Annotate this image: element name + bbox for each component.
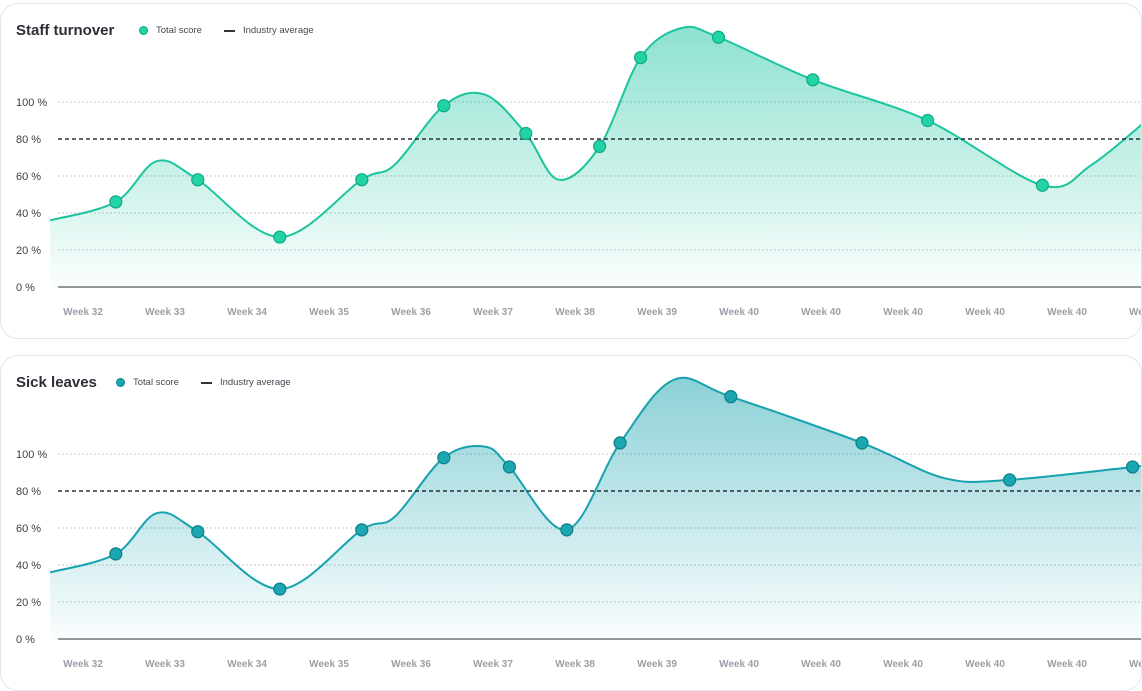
x-tick-label: Week 33 <box>145 659 185 670</box>
x-tick-label: Week 34 <box>227 659 267 670</box>
sick-leaves-card: Sick leaves Total score Industry average… <box>0 355 1142 691</box>
data-point-marker <box>273 582 287 596</box>
staff-turnover-plot: 0 % 20 % 40 % 60 % 80 % 100 % Week 32 Week 33 We… <box>16 25 1142 318</box>
y-tick-label: 60 % <box>16 523 41 535</box>
x-tick-label: Week 36 <box>391 307 431 318</box>
y-tick-label: 40 % <box>16 208 41 220</box>
legend-label: Total score <box>133 377 179 388</box>
series-total-score <box>49 25 1141 287</box>
x-tick-label: Week 37 <box>473 307 513 318</box>
data-point-marker <box>855 436 869 450</box>
x-tick-label: Week 40 <box>1047 659 1087 670</box>
x-tick-label: Week 40 <box>965 659 1005 670</box>
staff-turnover-card: Staff turnover Total score Industry aver… <box>0 3 1142 339</box>
x-tick-label: Week 32 <box>63 307 103 318</box>
y-tick-label: 20 % <box>16 597 41 609</box>
sick-leaves-plot: 0 % 20 % 40 % 60 % 80 % 100 % Week 32 Week 33 We… <box>16 376 1142 670</box>
y-tick-label: 100 % <box>16 97 47 109</box>
data-point-marker <box>920 113 935 128</box>
series-area <box>50 26 1141 287</box>
data-point-marker <box>711 30 726 44</box>
x-tick-label: Week 40 <box>965 307 1005 318</box>
legend-dot-icon <box>116 378 125 387</box>
x-tick-label: Week 40 <box>883 307 923 318</box>
y-tick-label: 20 % <box>16 245 41 257</box>
data-point-marker <box>273 230 287 244</box>
x-tick-label: Week 39 <box>637 659 677 670</box>
series-line <box>49 376 1141 591</box>
y-tick-label: 60 % <box>16 171 41 183</box>
y-tick-label: 0 % <box>16 282 35 294</box>
data-point-marker <box>613 436 627 450</box>
data-point-marker <box>191 525 205 539</box>
data-point-marker <box>109 195 123 209</box>
data-point-marker <box>437 451 451 465</box>
chart-title: Staff turnover <box>16 22 115 39</box>
x-tick-label: Week 35 <box>309 307 349 318</box>
data-point-marker <box>109 547 123 561</box>
legend-total-score: Total score <box>116 377 179 388</box>
x-tick-label: Week 39 <box>637 307 677 318</box>
series-area <box>50 377 1141 639</box>
x-tick-label: Week 35 <box>309 659 349 670</box>
x-tick-label: Week 38 <box>555 659 595 670</box>
y-tick-label: 40 % <box>16 560 41 572</box>
data-point-marker <box>355 173 369 187</box>
data-point-marker <box>633 50 648 65</box>
y-tick-label: 100 % <box>16 449 47 461</box>
data-point-marker <box>1035 178 1050 192</box>
legend-industry-average: Industry average <box>223 25 314 36</box>
data-point-marker <box>519 126 533 141</box>
y-tick-label: 0 % <box>16 634 35 646</box>
data-point-marker <box>724 390 738 404</box>
x-tick-label: Week 32 <box>63 659 103 670</box>
y-tick-label: 80 % <box>16 134 41 146</box>
data-point-marker <box>191 173 205 187</box>
x-tick-label: Week 38 <box>555 307 595 318</box>
data-point-marker <box>1125 460 1140 474</box>
x-tick-label: Week <box>1129 307 1142 318</box>
x-tick-label: Week <box>1129 659 1142 670</box>
legend-label: Industry average <box>219 377 291 388</box>
x-tick-label: Week 37 <box>473 659 513 670</box>
legend: Total score Industry average <box>139 25 336 36</box>
data-point-marker <box>592 139 607 153</box>
legend-dash-icon <box>223 29 235 32</box>
data-point-marker <box>806 73 820 87</box>
data-point-marker <box>502 460 516 474</box>
legend-dot-icon <box>139 26 148 35</box>
x-tick-label: Week 40 <box>719 307 759 318</box>
legend-label: Industry average <box>242 25 314 36</box>
x-tick-label: Week 36 <box>391 659 431 670</box>
x-tick-label: Week 40 <box>801 659 841 670</box>
data-point-marker <box>355 523 369 537</box>
x-tick-label: Week 40 <box>883 659 923 670</box>
x-tick-label: Week 40 <box>801 307 841 318</box>
data-point-marker <box>560 523 574 537</box>
y-tick-label: 80 % <box>16 486 41 498</box>
legend: Total score Industry average <box>116 377 313 388</box>
x-tick-label: Week 40 <box>1047 307 1087 318</box>
x-tick-label: Week 33 <box>145 307 185 318</box>
chart-title: Sick leaves <box>16 374 97 391</box>
data-point-marker <box>437 99 451 113</box>
x-tick-label: Week 40 <box>719 659 759 670</box>
series-total-score <box>49 376 1141 639</box>
legend-label: Total score <box>156 25 202 36</box>
legend-total-score: Total score <box>139 25 202 36</box>
legend-dash-icon <box>200 381 212 384</box>
x-tick-label: Week 34 <box>227 307 267 318</box>
data-point-marker <box>1002 473 1017 487</box>
legend-industry-average: Industry average <box>200 377 291 388</box>
